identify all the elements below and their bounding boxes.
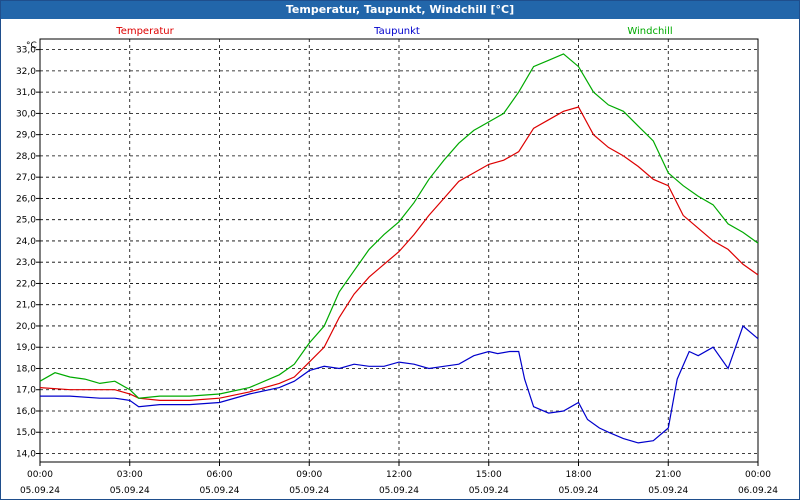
y-tick-label: 33,0 xyxy=(16,46,36,56)
x-tick-date: 05.09.24 xyxy=(648,486,688,496)
chart-title: Temperatur, Taupunkt, Windchill [°C] xyxy=(1,1,799,19)
x-tick-date: 05.09.24 xyxy=(379,486,419,496)
y-tick-label: 14,0 xyxy=(16,449,36,459)
y-tick-label: 22,0 xyxy=(16,279,36,289)
x-tick-date: 05.09.24 xyxy=(558,486,598,496)
y-tick-label: 19,0 xyxy=(16,343,36,353)
series-lines xyxy=(39,53,759,444)
y-tick-label: 16,0 xyxy=(16,407,36,417)
y-tick-label: 20,0 xyxy=(16,322,36,332)
legend: Temperatur Taupunkt Windchill xyxy=(115,26,672,37)
y-axis-ticks: 33,0 32,0 31,0 30,0 29,0 28,0 27,0 26,0 25,0 24,0… xyxy=(16,46,40,459)
y-tick-label: 30,0 xyxy=(16,109,36,119)
x-tick-time: 00:00 xyxy=(27,470,53,480)
grid-lines xyxy=(40,39,758,462)
legend-item-windchill: Windchill xyxy=(627,26,672,37)
y-tick-label: 24,0 xyxy=(16,237,36,247)
x-tick-time: 00:00 xyxy=(745,470,771,480)
y-tick-label: 29,0 xyxy=(16,131,36,141)
y-tick-label: 18,0 xyxy=(16,364,36,374)
y-tick-label: 17,0 xyxy=(16,386,36,396)
y-tick-label: 25,0 xyxy=(16,216,36,226)
y-tick-label: 31,0 xyxy=(16,88,36,98)
x-tick-time: 09:00 xyxy=(296,470,322,480)
legend-item-temperatur: Temperatur xyxy=(115,26,174,37)
y-tick-label: 32,0 xyxy=(16,67,36,77)
x-tick-time: 18:00 xyxy=(566,470,592,480)
y-tick-label: 27,0 xyxy=(16,173,36,183)
legend-item-taupunkt: Taupunkt xyxy=(373,26,420,37)
y-tick-label: 21,0 xyxy=(16,301,36,311)
x-tick-time: 15:00 xyxy=(476,470,502,480)
x-tick-time: 06:00 xyxy=(207,470,233,480)
y-tick-label: 23,0 xyxy=(16,258,36,268)
x-tick-date: 05.09.24 xyxy=(199,486,239,496)
x-tick-date: 06.09.24 xyxy=(738,486,778,496)
series-line-windchill xyxy=(39,53,759,399)
x-axis-ticks: 00:00 05.09.24 03:00 05.09.24 06:00 05.09.24 0… xyxy=(20,462,778,496)
series-line-temperatur xyxy=(39,106,759,401)
y-tick-label: 28,0 xyxy=(16,152,36,162)
x-tick-time: 21:00 xyxy=(655,470,681,480)
series-line-taupunkt xyxy=(40,324,759,444)
x-tick-date: 05.09.24 xyxy=(469,486,509,496)
y-tick-label: 26,0 xyxy=(16,194,36,204)
x-tick-time: 12:00 xyxy=(386,470,412,480)
y-tick-label: 15,0 xyxy=(16,428,36,438)
x-tick-date: 05.09.24 xyxy=(20,486,60,496)
x-tick-date: 05.09.24 xyxy=(110,486,150,496)
x-tick-date: 05.09.24 xyxy=(289,486,329,496)
y-axis-label: °C xyxy=(26,41,37,51)
x-tick-time: 03:00 xyxy=(117,470,143,480)
